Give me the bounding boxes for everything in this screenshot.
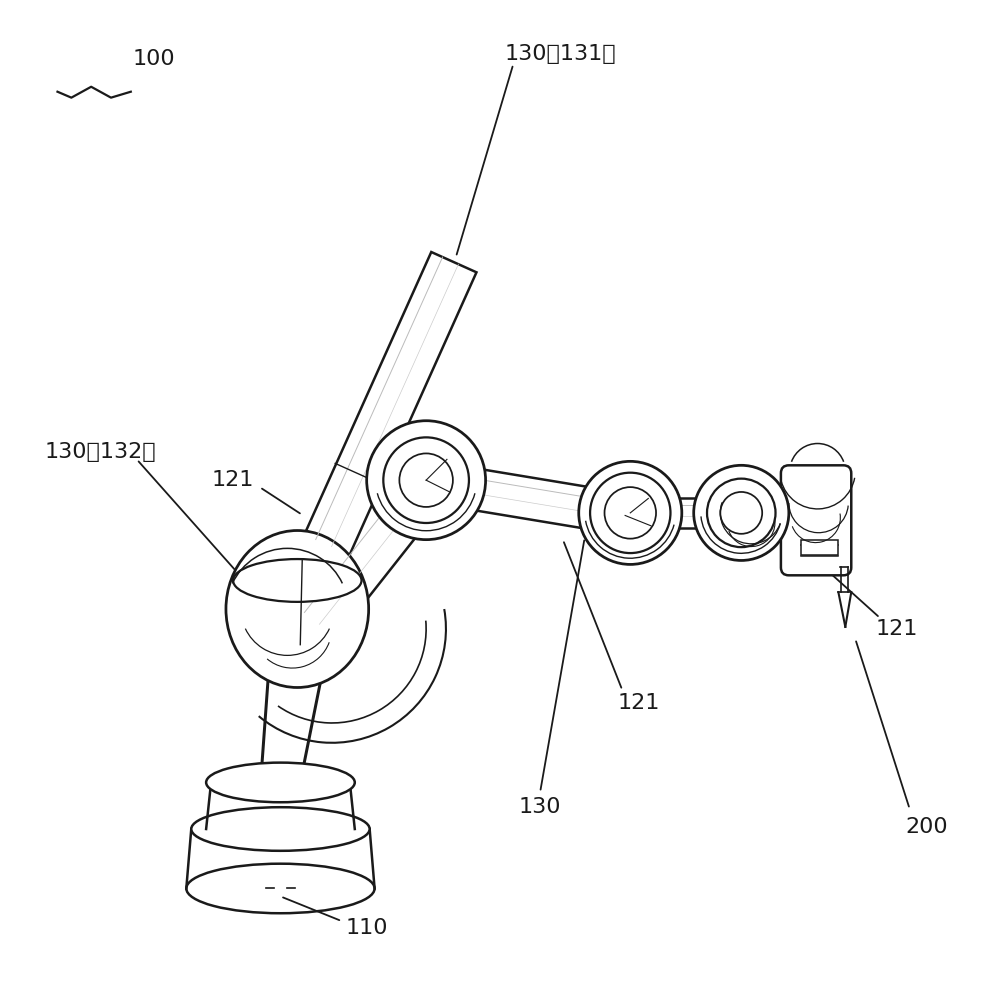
Polygon shape (293, 463, 448, 638)
Polygon shape (304, 252, 477, 555)
Circle shape (367, 421, 486, 540)
Ellipse shape (226, 531, 369, 687)
Text: 130（131）: 130（131） (504, 44, 615, 64)
Text: 100: 100 (132, 49, 175, 69)
Text: 110: 110 (346, 918, 387, 938)
Circle shape (399, 453, 453, 507)
Polygon shape (453, 466, 603, 530)
Circle shape (579, 461, 682, 564)
Text: 130: 130 (519, 797, 561, 817)
Ellipse shape (206, 763, 355, 802)
Text: 121: 121 (212, 470, 254, 490)
Polygon shape (661, 498, 718, 528)
Circle shape (384, 437, 469, 523)
Ellipse shape (233, 559, 362, 602)
Circle shape (694, 465, 789, 560)
Text: 121: 121 (876, 619, 918, 639)
Circle shape (707, 479, 776, 547)
Circle shape (720, 492, 762, 534)
Text: 121: 121 (618, 693, 660, 713)
Text: 200: 200 (905, 817, 948, 837)
Circle shape (605, 487, 656, 539)
Text: 130（132）: 130（132） (45, 442, 157, 462)
FancyBboxPatch shape (781, 465, 851, 575)
Ellipse shape (191, 807, 370, 851)
Bar (801, 540, 838, 555)
Ellipse shape (186, 864, 375, 913)
Circle shape (590, 473, 671, 553)
